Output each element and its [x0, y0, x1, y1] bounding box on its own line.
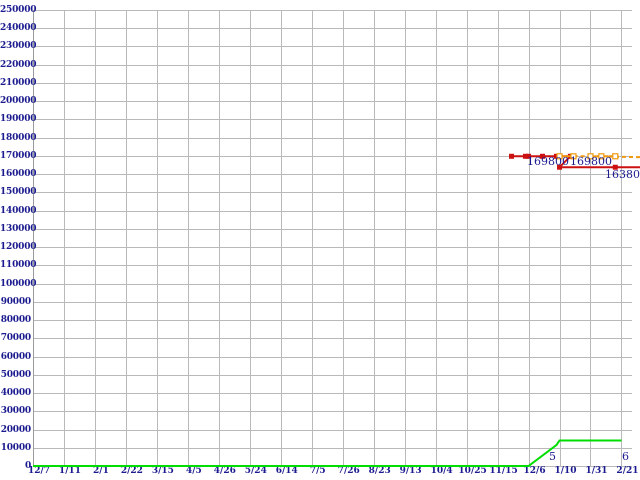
- gridline-horizontal: [33, 46, 632, 48]
- gridline-vertical: [404, 10, 406, 466]
- y-axis-tick-label: 10000: [0, 442, 32, 453]
- x-axis-tick-label: 2/1: [93, 466, 109, 476]
- gridline-vertical: [435, 10, 437, 466]
- y-axis-tick-label: 200000: [0, 96, 37, 107]
- gridline-horizontal: [33, 210, 632, 212]
- plot-area: [33, 10, 632, 467]
- x-axis-tick-label: 3/15: [151, 466, 174, 476]
- gridline-horizontal: [33, 393, 632, 395]
- y-axis-tick-label: 210000: [0, 77, 37, 88]
- gridline-vertical: [311, 10, 313, 466]
- gridline-horizontal: [33, 174, 632, 176]
- x-axis-tick-label: 12/7: [27, 466, 51, 476]
- gridline-horizontal: [33, 119, 632, 121]
- gridline-vertical: [94, 10, 96, 466]
- x-axis-tick-label: 1/10: [554, 466, 577, 476]
- y-axis-tick-label: 240000: [0, 23, 37, 34]
- red-value-label-3: 16380: [605, 168, 640, 181]
- gridline-horizontal: [33, 82, 632, 84]
- x-axis-tick-label: 2/22: [120, 466, 143, 476]
- x-axis-tick-label: 10/4: [430, 466, 453, 476]
- x-axis-tick-label: 4/26: [213, 466, 236, 476]
- y-axis-tick-label: 30000: [0, 406, 32, 417]
- gridline-vertical: [621, 10, 623, 466]
- gridline-vertical: [466, 10, 468, 466]
- x-axis-tick-label: 2/21: [616, 466, 639, 476]
- y-axis-tick-label: 170000: [0, 150, 37, 161]
- gridline-horizontal: [33, 356, 632, 358]
- gridline-vertical: [559, 10, 561, 466]
- x-axis-tick-label: 10/25: [458, 466, 487, 476]
- x-axis-tick-label: 12/6: [523, 466, 546, 476]
- gridline-horizontal: [33, 155, 632, 157]
- y-axis-tick-label: 70000: [0, 333, 32, 344]
- y-axis-tick-label: 120000: [0, 242, 37, 253]
- gridline-horizontal: [33, 429, 632, 431]
- gridline-horizontal: [33, 64, 632, 66]
- x-axis-tick-label: 7/5: [309, 466, 326, 476]
- y-axis-tick-label: 250000: [0, 5, 37, 15]
- gridline-vertical: [156, 10, 158, 466]
- y-axis-tick-label: 190000: [0, 114, 37, 125]
- x-axis-tick-label: 9/13: [399, 466, 422, 476]
- red-value-label-2: 169800: [570, 155, 612, 168]
- gridline-horizontal: [33, 320, 632, 322]
- gridline-horizontal: [33, 374, 632, 376]
- gridline-horizontal: [33, 101, 632, 103]
- gridline-horizontal: [33, 10, 632, 11]
- y-axis-tick-label: 60000: [0, 351, 32, 362]
- y-axis-tick-label: 110000: [0, 260, 37, 271]
- x-axis-tick-label: 11/15: [489, 466, 518, 476]
- x-axis-tick-label: 1/11: [58, 466, 82, 476]
- gridline-vertical: [249, 10, 251, 466]
- y-axis-tick-label: 130000: [0, 223, 37, 234]
- gridline-vertical: [373, 10, 375, 466]
- green-value-label-2: 6: [622, 450, 629, 463]
- y-axis-tick-label: 220000: [0, 59, 37, 70]
- gridline-vertical: [590, 10, 592, 466]
- gridline-vertical: [528, 10, 530, 466]
- y-axis-tick-label: 100000: [0, 278, 37, 289]
- y-axis-tick-label: 50000: [0, 369, 32, 380]
- gridline-vertical: [187, 10, 189, 466]
- y-axis-tick-label: 150000: [0, 187, 37, 198]
- x-axis-tick-label: 5/24: [244, 466, 267, 476]
- gridline-horizontal: [33, 301, 632, 303]
- gridline-horizontal: [33, 28, 632, 30]
- gridline-vertical: [125, 10, 127, 466]
- gridline-horizontal: [33, 283, 632, 285]
- y-axis-tick-label: 160000: [0, 169, 37, 180]
- gridline-horizontal: [33, 265, 632, 267]
- y-axis-tick-label: 80000: [0, 315, 32, 326]
- x-axis-tick-label: 1/31: [585, 466, 608, 476]
- red-value-label-1: 169800: [527, 155, 569, 168]
- gridline-vertical: [218, 10, 220, 466]
- gridline-vertical: [497, 10, 499, 466]
- gridline-vertical: [280, 10, 282, 466]
- y-axis-tick-label: 180000: [0, 132, 37, 143]
- x-axis-tick-label: 4/5: [185, 466, 202, 476]
- y-axis-tick-label: 20000: [0, 424, 32, 435]
- gridline-horizontal: [33, 338, 632, 340]
- x-axis-tick-label: 6/14: [275, 466, 298, 476]
- y-axis-tick-label: 0: [24, 461, 31, 471]
- gridline-horizontal: [33, 228, 632, 230]
- y-axis-tick-label: 140000: [0, 205, 37, 216]
- gridline-vertical: [342, 10, 344, 466]
- gridline-horizontal: [33, 192, 632, 194]
- gridline-vertical: [63, 10, 65, 466]
- x-axis-tick-label: 8/23: [368, 466, 391, 476]
- y-axis-tick-label: 230000: [0, 41, 37, 52]
- y-axis-tick-label: 90000: [0, 296, 32, 307]
- green-value-label-1: 5: [549, 450, 556, 463]
- x-axis-tick-label: 7/26: [337, 466, 360, 476]
- gridline-horizontal: [33, 247, 632, 249]
- y-axis-tick-label: 40000: [0, 388, 32, 399]
- gridline-horizontal: [33, 137, 632, 139]
- y-axis-line: [33, 10, 34, 467]
- gridline-horizontal: [33, 411, 632, 413]
